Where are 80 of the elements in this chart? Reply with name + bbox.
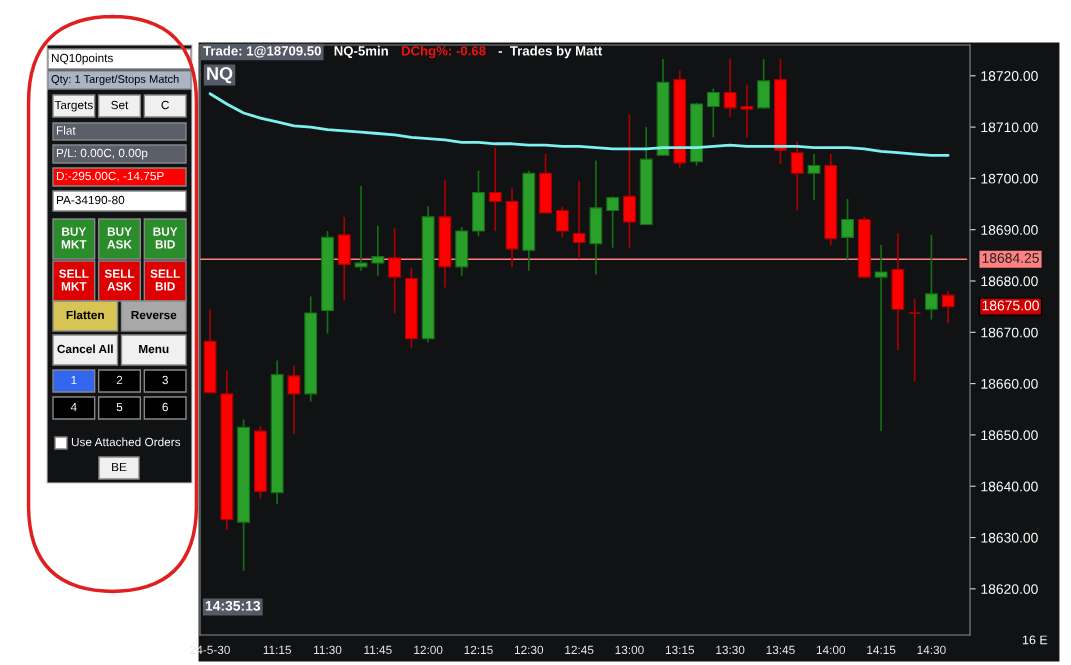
line-series — [208, 92, 950, 157]
annotation: NQ — [207, 67, 233, 84]
text: SELL BID — [150, 269, 180, 291]
text: 5 — [116, 402, 123, 412]
x-tick-label: 12:00 — [414, 645, 443, 655]
annotation: Trade: 1@18709.50 — [203, 45, 321, 58]
y-tick-label: 18660.00 — [981, 378, 1038, 389]
x-tick-label: 12:30 — [514, 645, 544, 655]
y-tick-label: 18700.00 — [981, 173, 1038, 184]
candlestick — [807, 153, 821, 202]
y-tick-label: 18680.00 — [981, 276, 1038, 287]
x-tick-label: 14:30 — [917, 645, 946, 655]
annotation: 14:35:13 — [205, 600, 261, 611]
text: PA-34190-80 — [56, 195, 125, 205]
text: NQ10points — [51, 53, 113, 65]
candlestick — [287, 364, 301, 435]
y-tick-label: 18630.00 — [981, 532, 1038, 543]
candlestick — [488, 146, 502, 232]
candlestick — [606, 195, 620, 249]
annotation: DChg%: -0.68 — [401, 45, 486, 59]
y-tick-label: 18710.00 — [981, 122, 1038, 133]
candlestick — [740, 83, 754, 139]
text: 16 E — [1022, 635, 1048, 645]
text: 4 — [70, 402, 77, 412]
text: 6 — [162, 402, 168, 412]
candlestick — [924, 233, 938, 321]
candlestick — [354, 185, 368, 272]
text: Menu — [139, 344, 169, 354]
annotation: - Trades by Matt — [498, 45, 603, 59]
text: SELL ASK — [104, 269, 135, 291]
text: 3 — [162, 375, 168, 385]
candlestick — [790, 140, 804, 212]
y-tick-label: 18650.00 — [981, 430, 1038, 441]
annotation: NQ-5min — [334, 45, 388, 59]
text: Cancel All — [57, 344, 113, 354]
candlestick — [907, 298, 922, 382]
text: BUY MKT — [61, 227, 87, 249]
candlestick — [874, 244, 888, 432]
text: D:-295.00C, -14.75P — [56, 171, 164, 182]
candlestick — [371, 225, 385, 277]
x-tick-label: 12:45 — [565, 645, 594, 655]
y-tick-label: 18640.00 — [981, 481, 1038, 492]
text: P/L: 0.00C, 0.00p — [56, 148, 148, 160]
text: 18675.00 — [982, 300, 1039, 311]
text: BE — [112, 462, 127, 472]
x-tick-label: 11:30 — [314, 645, 342, 655]
text: Use Attached Orders — [71, 437, 181, 447]
text: Reverse — [131, 310, 177, 320]
text: C — [161, 100, 169, 110]
text: SELL MKT — [59, 269, 89, 291]
x-tick-label: 13:30 — [716, 645, 745, 655]
candlestick — [572, 180, 586, 261]
text: Flatten — [66, 310, 104, 320]
candlestick — [723, 58, 737, 118]
x-tick-label: 14:00 — [816, 645, 846, 655]
text: Set — [111, 100, 129, 110]
x-tick-label: 11:15 — [263, 645, 292, 655]
candlestick — [555, 205, 569, 239]
x-tick-label: 13:45 — [766, 645, 795, 655]
x-tick-label: 13:00 — [615, 645, 644, 655]
text: BUY BID — [153, 227, 178, 249]
y-tick-label: 18690.00 — [981, 225, 1038, 235]
y-tick-label: 18670.00 — [981, 327, 1038, 338]
x-tick-label: 13:15 — [665, 645, 695, 655]
text: 2 — [116, 375, 123, 385]
x-tick-label: 14:15 — [867, 645, 896, 655]
text: 1 — [71, 375, 77, 385]
y-tick-label: 18720.00 — [981, 71, 1038, 81]
candlestick — [706, 87, 720, 139]
text: Targets — [54, 100, 93, 112]
y-tick-label: 18620.00 — [981, 584, 1038, 594]
text: BUY ASK — [107, 227, 132, 249]
candlestick — [388, 227, 402, 314]
ref-line-label: 18684.25 — [982, 253, 1039, 263]
x-tick-label: 12:15 — [464, 645, 493, 655]
text: Flat — [56, 126, 76, 135]
candlestick — [941, 290, 955, 325]
x-tick-label: 11:45 — [364, 645, 392, 655]
text: Qty: 1 Target/Stops Match — [51, 74, 179, 86]
candlestick — [841, 198, 854, 262]
